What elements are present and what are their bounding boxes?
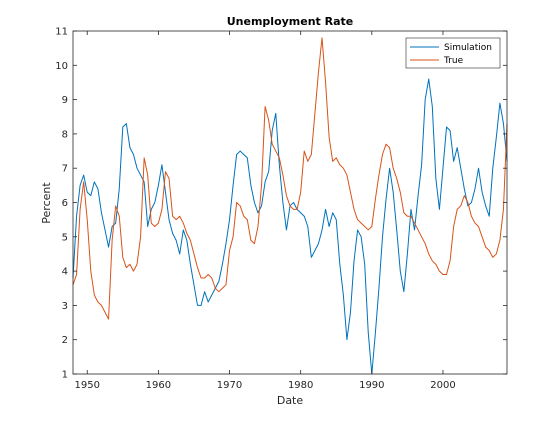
x-tick-label: 1980	[288, 380, 313, 391]
y-tick-label: 1	[62, 370, 68, 381]
y-tick-label: 5	[62, 232, 68, 243]
y-tick-label: 3	[62, 301, 68, 312]
ticks-layer: 1950 1960 1970 1980 1990 2000 1 2 3 4 5 6 7 8 9 10 11	[55, 27, 507, 391]
x-tick-label: 1960	[146, 380, 171, 391]
x-tick-label: 2000	[430, 380, 455, 391]
x-tick-label: 1950	[75, 380, 100, 391]
legend-label-simulation: Simulation	[444, 43, 492, 53]
y-tick-label: 7	[62, 164, 68, 175]
y-tick-label: 11	[55, 27, 68, 38]
x-tick-label: 1990	[359, 380, 384, 391]
y-tick-label: 4	[62, 267, 68, 278]
series-line-true	[72, 37, 508, 320]
y-tick-label: 10	[55, 61, 68, 72]
y-tick-label: 6	[62, 198, 68, 209]
x-tick-label: 1970	[217, 380, 242, 391]
y-axis-label: Percent	[40, 182, 53, 224]
chart-title: Unemployment Rate	[227, 15, 354, 28]
legend: Simulation True	[405, 37, 501, 69]
plot-area	[73, 31, 507, 374]
y-tick-label: 8	[62, 129, 68, 140]
legend-box	[405, 37, 501, 69]
legend-label-true: True	[443, 56, 464, 66]
y-tick-label: 9	[62, 95, 68, 106]
series-layer	[72, 37, 508, 375]
y-tick-label: 2	[62, 335, 68, 346]
x-axis-label: Date	[277, 394, 304, 407]
